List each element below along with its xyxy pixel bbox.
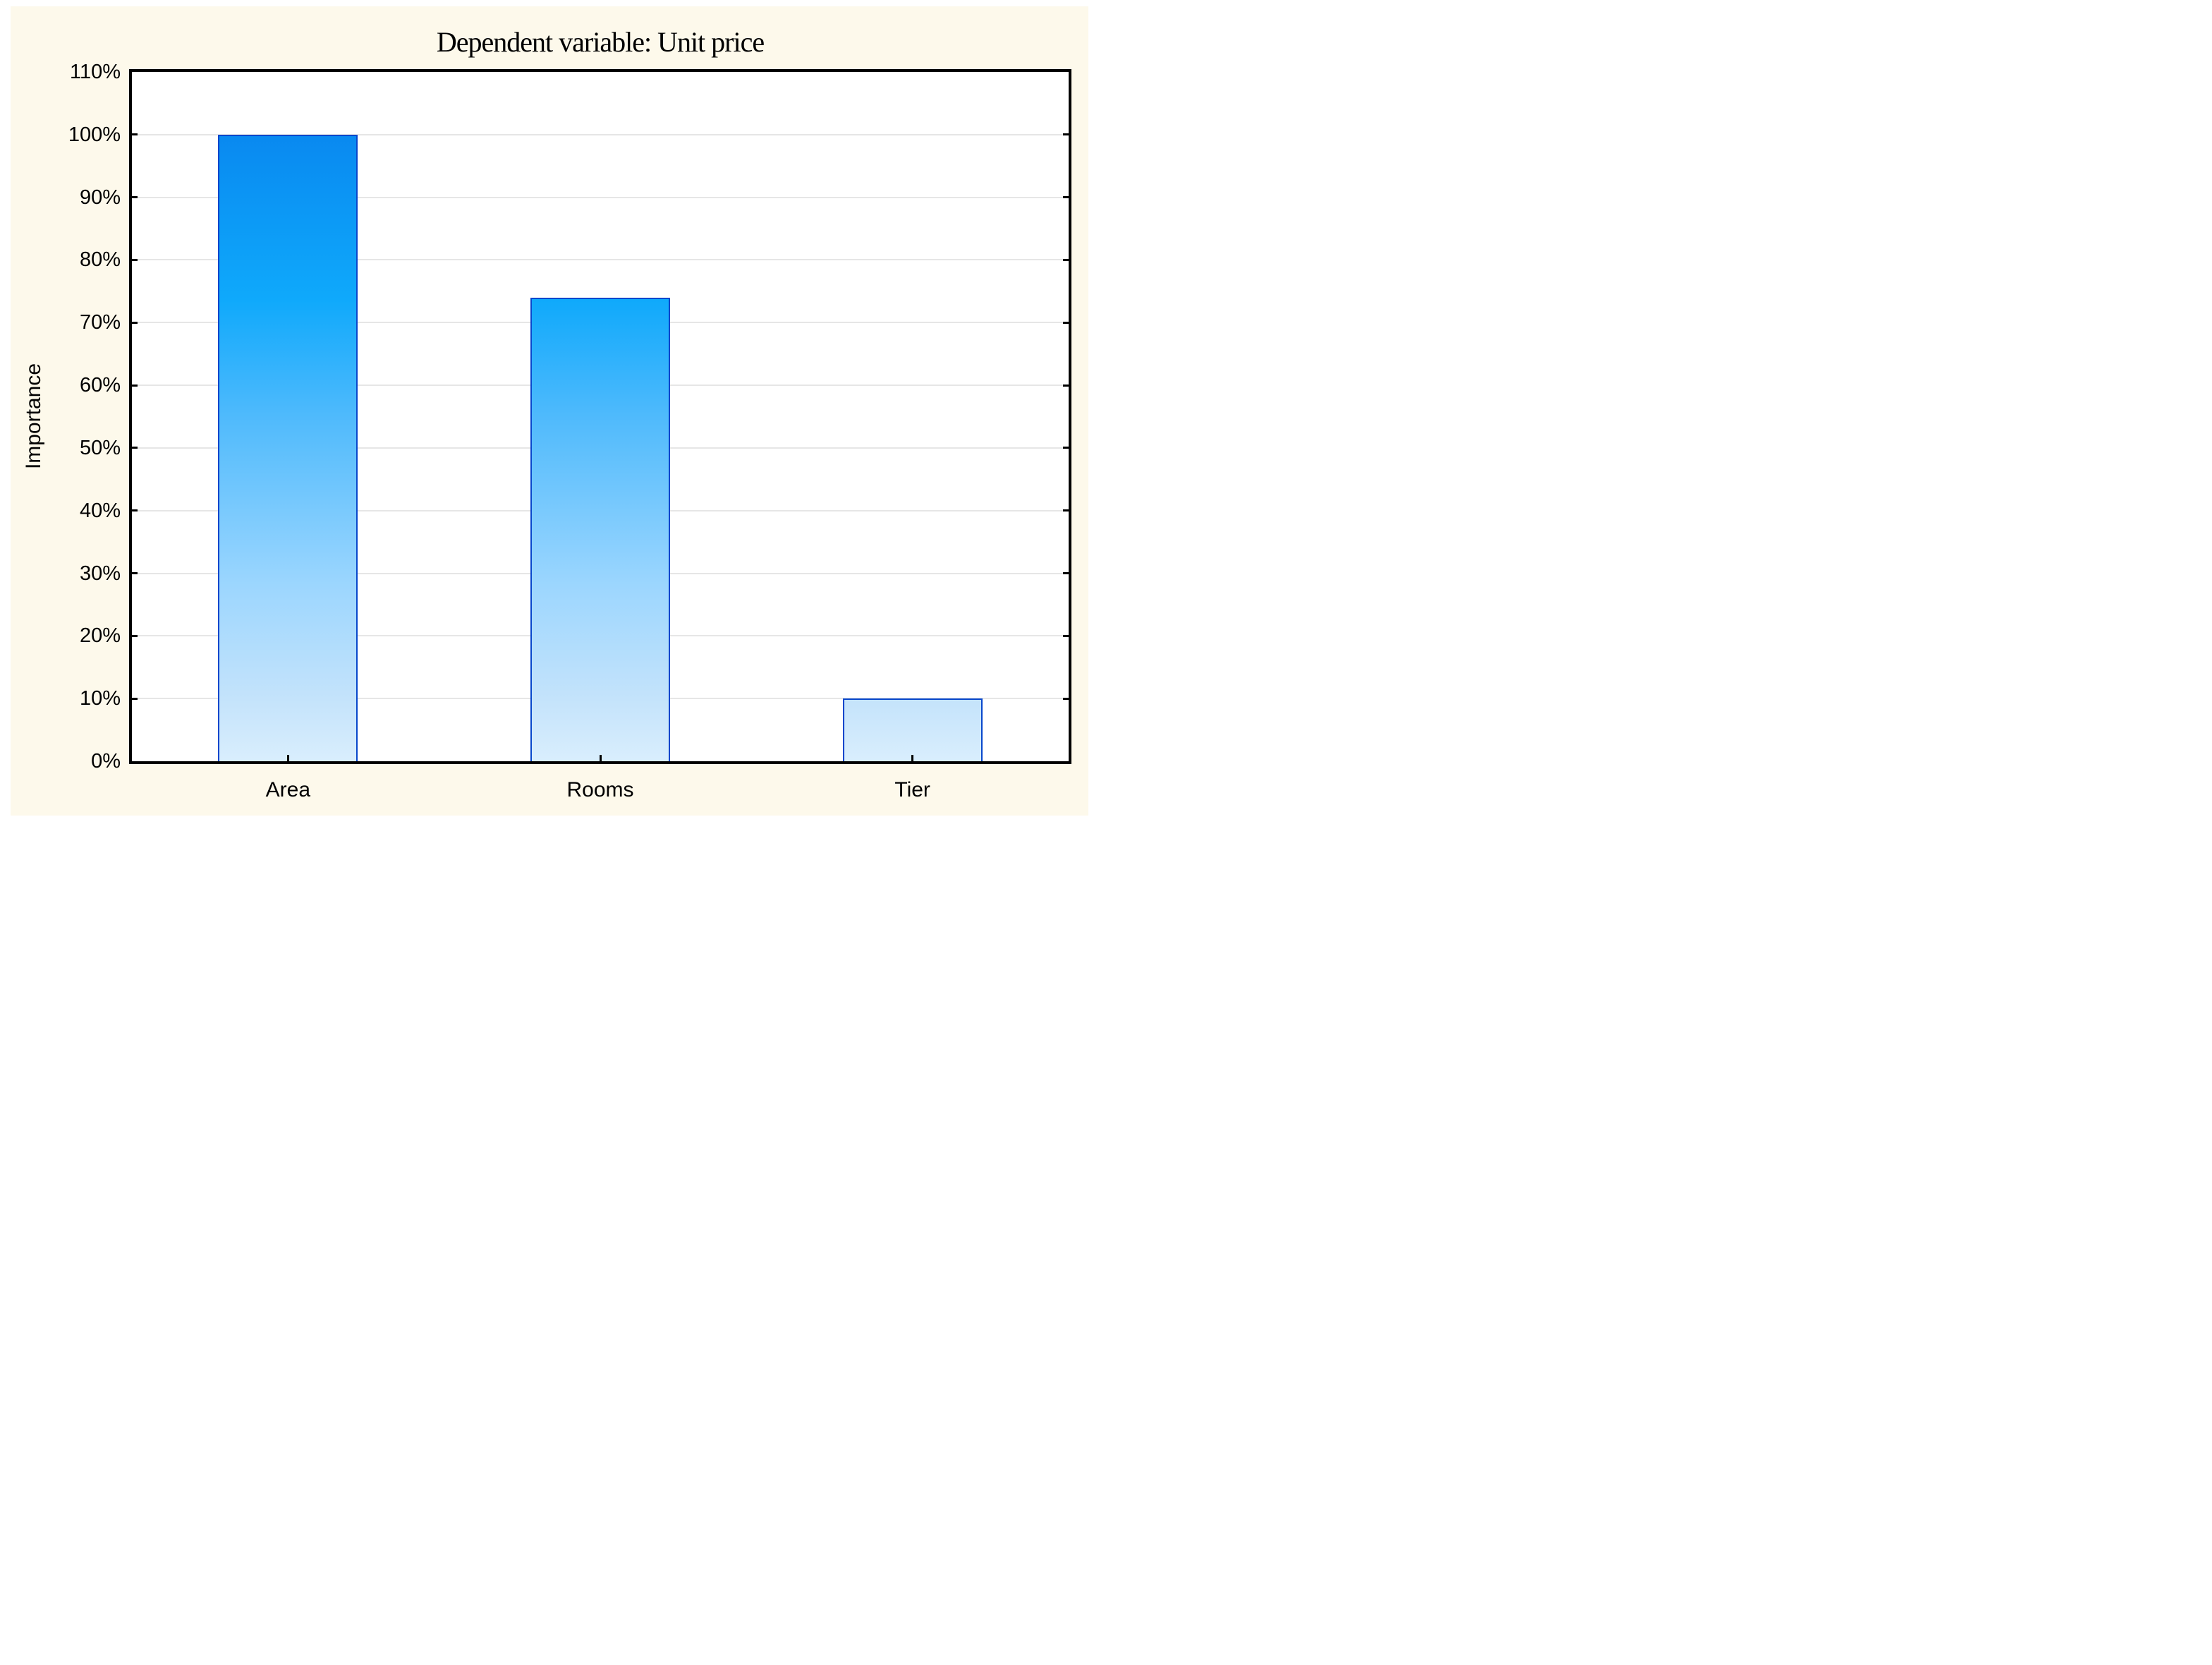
y-tick-right-80 <box>1063 258 1069 261</box>
y-tick-left-40 <box>132 509 138 512</box>
y-tick-left-70 <box>132 321 138 324</box>
bar-area <box>218 135 358 761</box>
y-tick-label-20: 20% <box>79 624 121 648</box>
y-tick-label-100: 100% <box>68 123 121 146</box>
y-tick-left-60 <box>132 384 138 387</box>
y-tick-right-60 <box>1063 384 1069 387</box>
y-tick-right-20 <box>1063 634 1069 637</box>
y-tick-right-10 <box>1063 697 1069 700</box>
y-tick-label-90: 90% <box>79 186 121 209</box>
x-tick-label-rooms: Rooms <box>566 778 634 801</box>
y-tick-left-80 <box>132 258 138 261</box>
x-tick-label-area: Area <box>265 778 311 801</box>
bar-fill-rooms <box>532 299 669 761</box>
y-tick-left-30 <box>132 572 138 575</box>
x-tick-area <box>286 755 289 761</box>
y-tick-right-70 <box>1063 321 1069 324</box>
y-tick-left-10 <box>132 697 138 700</box>
bar-rooms <box>530 298 670 761</box>
y-tick-right-40 <box>1063 509 1069 512</box>
chart-title: Dependent variable: Unit price <box>436 26 765 58</box>
y-tick-right-30 <box>1063 572 1069 575</box>
y-tick-left-90 <box>132 196 138 199</box>
y-tick-left-100 <box>132 133 138 136</box>
x-tick-rooms <box>599 755 602 761</box>
bar-tier <box>842 698 983 761</box>
chart-canvas: Dependent variable: Unit price Importanc… <box>11 6 1088 816</box>
y-tick-right-50 <box>1063 447 1069 449</box>
y-tick-label-10: 10% <box>79 687 121 710</box>
bar-fill-tier <box>844 700 981 761</box>
gridline-80 <box>132 259 1069 261</box>
y-tick-label-60: 60% <box>79 374 121 397</box>
y-tick-label-30: 30% <box>79 562 121 585</box>
x-tick-tier <box>911 755 914 761</box>
plot-area <box>129 69 1071 764</box>
gridline-90 <box>132 196 1069 198</box>
bar-fill-area <box>219 136 357 761</box>
y-tick-right-90 <box>1063 196 1069 199</box>
x-tick-label-tier: Tier <box>894 778 930 801</box>
y-tick-label-40: 40% <box>79 499 121 522</box>
y-tick-label-50: 50% <box>79 436 121 459</box>
y-tick-right-100 <box>1063 133 1069 136</box>
gridline-100 <box>132 133 1069 135</box>
y-tick-left-20 <box>132 634 138 637</box>
y-tick-label-70: 70% <box>79 311 121 334</box>
y-tick-label-110: 110% <box>69 61 121 83</box>
y-tick-label-0: 0% <box>91 750 121 773</box>
y-tick-label-80: 80% <box>79 248 121 272</box>
y-tick-left-50 <box>132 447 138 449</box>
